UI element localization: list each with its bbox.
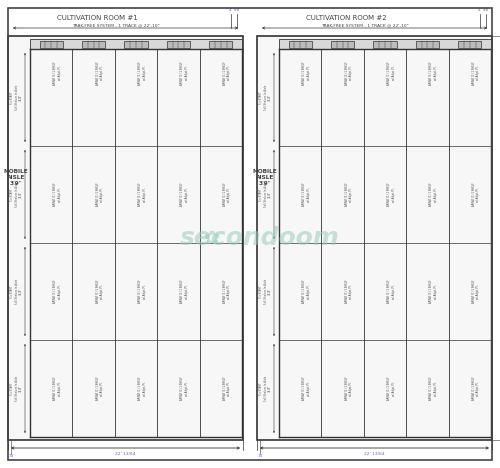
Text: ARRAY (1) 1 SHELF
w/ Adjst. Pl.: ARRAY (1) 1 SHELF w/ Adjst. Pl.	[472, 280, 480, 303]
Text: 5'x START
5x5 Shelves In-Aisle: 5'x START 5x5 Shelves In-Aisle	[260, 376, 268, 401]
Text: MOBILE
AISLE
3'9": MOBILE AISLE 3'9"	[252, 169, 277, 186]
Text: 3.3': 3.3'	[19, 191, 23, 198]
Text: ARRAY (1) 1 SHELF
w/ Adjst. Pl.: ARRAY (1) 1 SHELF w/ Adjst. Pl.	[180, 377, 189, 400]
Text: ✿: ✿	[204, 228, 220, 248]
Bar	[209, 41, 233, 47]
Text: 3.3': 3.3'	[268, 385, 272, 392]
Text: ARRAY (1) 1 SHELF
w/ Adjst. Pl.: ARRAY (1) 1 SHELF w/ Adjst. Pl.	[344, 377, 354, 400]
Text: 4": 4"	[229, 8, 233, 12]
Text: ARRAY (1) 1 SHELF
w/ Adjst. Pl.: ARRAY (1) 1 SHELF w/ Adjst. Pl.	[54, 280, 62, 303]
Text: ARRAY (1) 1 SHELF
w/ Adjst. Pl.: ARRAY (1) 1 SHELF w/ Adjst. Pl.	[344, 183, 354, 206]
Bar	[416, 41, 439, 47]
Text: ARRAY (1) 1 SHELF
w/ Adjst. Pl.: ARRAY (1) 1 SHELF w/ Adjst. Pl.	[223, 280, 232, 303]
Bar	[257, 36, 492, 440]
Text: TRAK-FREE SYSTEM - 1 TRACK @ 22'-10": TRAK-FREE SYSTEM - 1 TRACK @ 22'-10"	[320, 23, 408, 27]
Text: ARRAY (1) 1 SHELF
w/ Adjst. Pl.: ARRAY (1) 1 SHELF w/ Adjst. Pl.	[387, 61, 396, 85]
Text: 5/8: 5/8	[234, 8, 240, 12]
Text: ARRAY (1) 1 SHELF
w/ Adjst. Pl.: ARRAY (1) 1 SHELF w/ Adjst. Pl.	[472, 61, 480, 85]
Text: ARRAY (1) 1 SHELF
w/ Adjst. Pl.: ARRAY (1) 1 SHELF w/ Adjst. Pl.	[223, 377, 232, 400]
Text: ARRAY (1) 1 SHELF
w/ Adjst. Pl.: ARRAY (1) 1 SHELF w/ Adjst. Pl.	[387, 377, 396, 400]
Text: ARRAY (1) 1 SHELF
w/ Adjst. Pl.: ARRAY (1) 1 SHELF w/ Adjst. Pl.	[138, 377, 146, 400]
Text: 3.3': 3.3'	[268, 288, 272, 295]
Text: ARRAY (1) 1 SHELF
w/ Adjst. Pl.: ARRAY (1) 1 SHELF w/ Adjst. Pl.	[302, 183, 311, 206]
Text: ARRAY (1) 1 SHELF
w/ Adjst. Pl.: ARRAY (1) 1 SHELF w/ Adjst. Pl.	[430, 183, 438, 206]
Text: ARRAY (1) 1 SHELF
w/ Adjst. Pl.: ARRAY (1) 1 SHELF w/ Adjst. Pl.	[223, 61, 232, 85]
Text: ARRAY (1) 1 SHELF
w/ Adjst. Pl.: ARRAY (1) 1 SHELF w/ Adjst. Pl.	[138, 61, 146, 85]
Bar	[331, 41, 354, 47]
Text: 5'x START
5x5 Shelves In-Aisle: 5'x START 5x5 Shelves In-Aisle	[260, 279, 268, 304]
Text: 22' 13/64: 22' 13/64	[364, 452, 385, 456]
Text: ARRAY (1) 1 SHELF
w/ Adjst. Pl.: ARRAY (1) 1 SHELF w/ Adjst. Pl.	[96, 280, 104, 303]
Text: MOBILE
AISLE
3'9": MOBILE AISLE 3'9"	[4, 169, 28, 186]
Bar	[288, 41, 312, 47]
Text: ARRAY (1) 1 SHELF
w/ Adjst. Pl.: ARRAY (1) 1 SHELF w/ Adjst. Pl.	[54, 61, 62, 85]
Text: 3.3': 3.3'	[19, 94, 23, 101]
Text: 5/8: 5/8	[483, 8, 489, 12]
Text: ARRAY (1) 1 SHELF
w/ Adjst. Pl.: ARRAY (1) 1 SHELF w/ Adjst. Pl.	[96, 183, 104, 206]
Text: 5'x START
5x5 Shelves In-Aisle: 5'x START 5x5 Shelves In-Aisle	[260, 182, 268, 207]
Bar	[166, 41, 190, 47]
Text: ARRAY (1) 1 SHELF
w/ Adjst. Pl.: ARRAY (1) 1 SHELF w/ Adjst. Pl.	[472, 183, 480, 206]
Text: ARRAY (1) 1 SHELF
w/ Adjst. Pl.: ARRAY (1) 1 SHELF w/ Adjst. Pl.	[344, 280, 354, 303]
Text: 3.3': 3.3'	[19, 385, 23, 392]
Text: 3.3': 3.3'	[19, 288, 23, 295]
Text: 5'x START
5x5 Shelves In-Aisle: 5'x START 5x5 Shelves In-Aisle	[260, 85, 268, 110]
Text: ARRAY (1) 1 SHELF
w/ Adjst. Pl.: ARRAY (1) 1 SHELF w/ Adjst. Pl.	[430, 377, 438, 400]
Text: 3.3': 3.3'	[268, 191, 272, 198]
Bar	[374, 41, 396, 47]
Bar	[82, 41, 106, 47]
Text: 22' 13/64: 22' 13/64	[115, 452, 136, 456]
Text: 74: 74	[8, 454, 14, 458]
Text: ARRAY (1) 1 SHELF
w/ Adjst. Pl.: ARRAY (1) 1 SHELF w/ Adjst. Pl.	[430, 61, 438, 85]
Text: ARRAY (1) 1 SHELF
w/ Adjst. Pl.: ARRAY (1) 1 SHELF w/ Adjst. Pl.	[302, 377, 311, 400]
Text: 5'x START
5x5 Shelves In-Aisle: 5'x START 5x5 Shelves In-Aisle	[10, 85, 19, 110]
Text: 5'x START
5x5 Shelves In-Aisle: 5'x START 5x5 Shelves In-Aisle	[10, 279, 19, 304]
Text: ARRAY (1) 1 SHELF
w/ Adjst. Pl.: ARRAY (1) 1 SHELF w/ Adjst. Pl.	[96, 61, 104, 85]
Bar	[279, 39, 491, 49]
Text: ARRAY (1) 1 SHELF
w/ Adjst. Pl.: ARRAY (1) 1 SHELF w/ Adjst. Pl.	[96, 377, 104, 400]
Text: ARRAY (1) 1 SHELF
w/ Adjst. Pl.: ARRAY (1) 1 SHELF w/ Adjst. Pl.	[387, 183, 396, 206]
Text: ARRAY (1) 1 SHELF
w/ Adjst. Pl.: ARRAY (1) 1 SHELF w/ Adjst. Pl.	[387, 280, 396, 303]
Text: ARRAY (1) 1 SHELF
w/ Adjst. Pl.: ARRAY (1) 1 SHELF w/ Adjst. Pl.	[54, 377, 62, 400]
Text: CULTIVATION ROOM #1: CULTIVATION ROOM #1	[57, 15, 138, 21]
Text: ARRAY (1) 1 SHELF
w/ Adjst. Pl.: ARRAY (1) 1 SHELF w/ Adjst. Pl.	[472, 377, 480, 400]
Text: ARRAY (1) 1 SHELF
w/ Adjst. Pl.: ARRAY (1) 1 SHELF w/ Adjst. Pl.	[430, 280, 438, 303]
Text: 5'x START
5x5 Shelves In-Aisle: 5'x START 5x5 Shelves In-Aisle	[10, 376, 19, 401]
Text: 74: 74	[258, 454, 262, 458]
Text: ARRAY (1) 1 SHELF
w/ Adjst. Pl.: ARRAY (1) 1 SHELF w/ Adjst. Pl.	[180, 280, 189, 303]
Text: ARRAY (1) 1 SHELF
w/ Adjst. Pl.: ARRAY (1) 1 SHELF w/ Adjst. Pl.	[180, 61, 189, 85]
Text: ARRAY (1) 1 SHELF
w/ Adjst. Pl.: ARRAY (1) 1 SHELF w/ Adjst. Pl.	[302, 280, 311, 303]
Text: secondoom: secondoom	[180, 226, 340, 250]
Text: ARRAY (1) 1 SHELF
w/ Adjst. Pl.: ARRAY (1) 1 SHELF w/ Adjst. Pl.	[180, 183, 189, 206]
Text: ARRAY (1) 1 SHELF
w/ Adjst. Pl.: ARRAY (1) 1 SHELF w/ Adjst. Pl.	[54, 183, 62, 206]
Text: 3.3': 3.3'	[268, 94, 272, 101]
Text: ARRAY (1) 1 SHELF
w/ Adjst. Pl.: ARRAY (1) 1 SHELF w/ Adjst. Pl.	[223, 183, 232, 206]
Text: TRAK-FREE SYSTEM - 1 TRACK @ 22'-10": TRAK-FREE SYSTEM - 1 TRACK @ 22'-10"	[72, 23, 160, 27]
Text: 4": 4"	[478, 8, 482, 12]
Bar	[124, 41, 148, 47]
Text: CULTIVATION ROOM #2: CULTIVATION ROOM #2	[306, 15, 386, 21]
Bar	[8, 36, 243, 440]
Bar	[40, 41, 63, 47]
Text: ARRAY (1) 1 SHELF
w/ Adjst. Pl.: ARRAY (1) 1 SHELF w/ Adjst. Pl.	[138, 183, 146, 206]
Text: ARRAY (1) 1 SHELF
w/ Adjst. Pl.: ARRAY (1) 1 SHELF w/ Adjst. Pl.	[302, 61, 311, 85]
Text: 5'x START
5x5 Shelves In-Aisle: 5'x START 5x5 Shelves In-Aisle	[10, 182, 19, 207]
Bar	[30, 39, 242, 49]
Text: ARRAY (1) 1 SHELF
w/ Adjst. Pl.: ARRAY (1) 1 SHELF w/ Adjst. Pl.	[138, 280, 146, 303]
Bar	[458, 41, 481, 47]
Text: ARRAY (1) 1 SHELF
w/ Adjst. Pl.: ARRAY (1) 1 SHELF w/ Adjst. Pl.	[344, 61, 354, 85]
